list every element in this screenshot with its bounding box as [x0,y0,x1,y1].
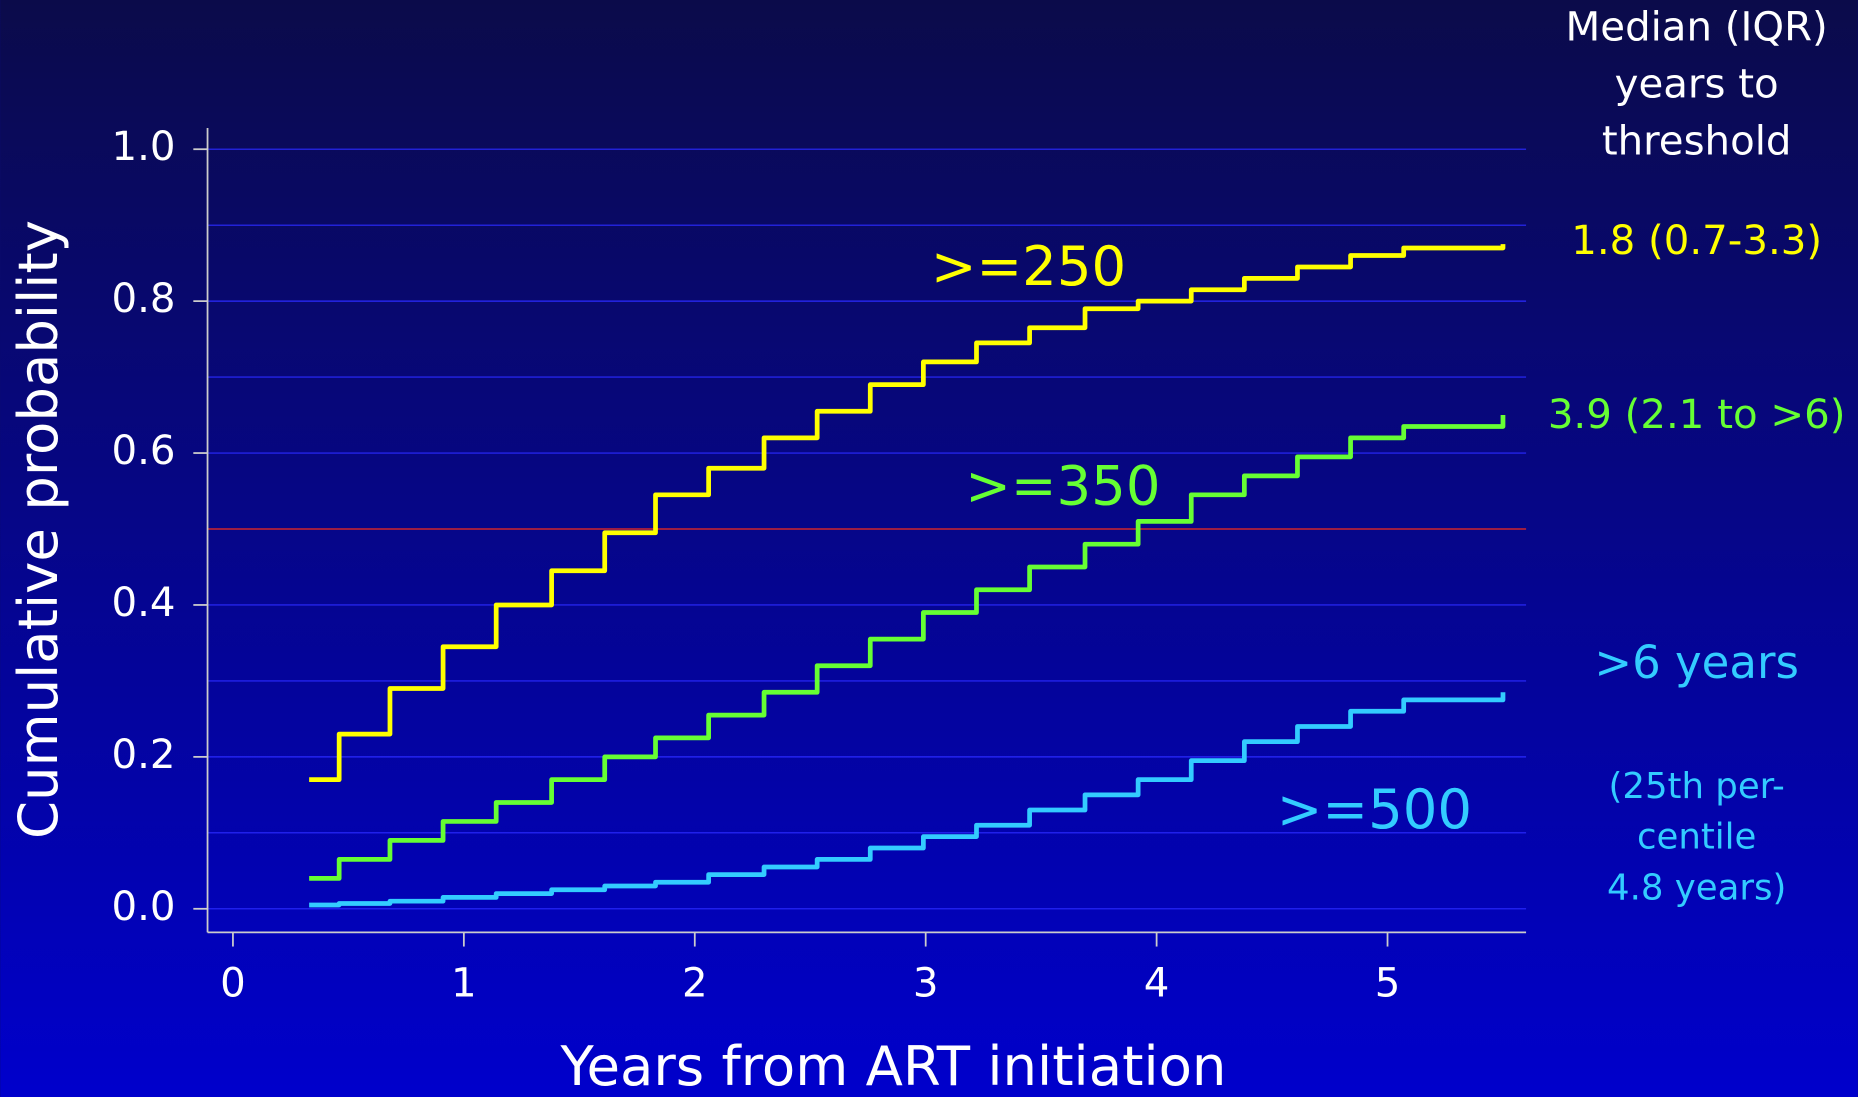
median-note: centile [1637,817,1756,858]
x-tick-label: 2 [682,961,708,1007]
median-note: (25th per- [1609,766,1785,807]
series-label: >=500 [1277,777,1472,841]
series-label: >=250 [931,234,1126,298]
median-note: 4.8 years) [1607,868,1786,909]
y-tick-label: 1.0 [112,124,176,170]
median-label: 3.9 (2.1 to >6) [1548,392,1846,438]
y-tick-label: 0.4 [112,580,176,626]
y-tick-label: 0.6 [112,428,176,474]
x-tick-label: 5 [1375,961,1401,1007]
x-axis-title: Years from ART initiation [559,1034,1226,1097]
y-tick-label: 0.2 [112,732,176,778]
step-line [309,244,1506,783]
median-label: 1.8 (0.7-3.3) [1571,218,1822,264]
median-header: years to [1615,61,1779,107]
step-line [309,415,1506,881]
y-tick-label: 0.8 [112,276,176,322]
x-tick-label: 4 [1144,961,1170,1007]
step-line [309,692,1506,908]
x-tick-label: 1 [451,961,477,1007]
median-header: Median (IQR) [1566,5,1828,51]
y-axis-title: Cumulative probability [6,220,70,839]
series-label: >=350 [965,453,1160,517]
y-tick-label: 0.0 [112,884,176,930]
x-tick-label: 3 [913,961,939,1007]
median-label: >6 years [1594,636,1798,689]
x-tick-label: 0 [220,961,246,1007]
median-header: threshold [1602,118,1792,164]
